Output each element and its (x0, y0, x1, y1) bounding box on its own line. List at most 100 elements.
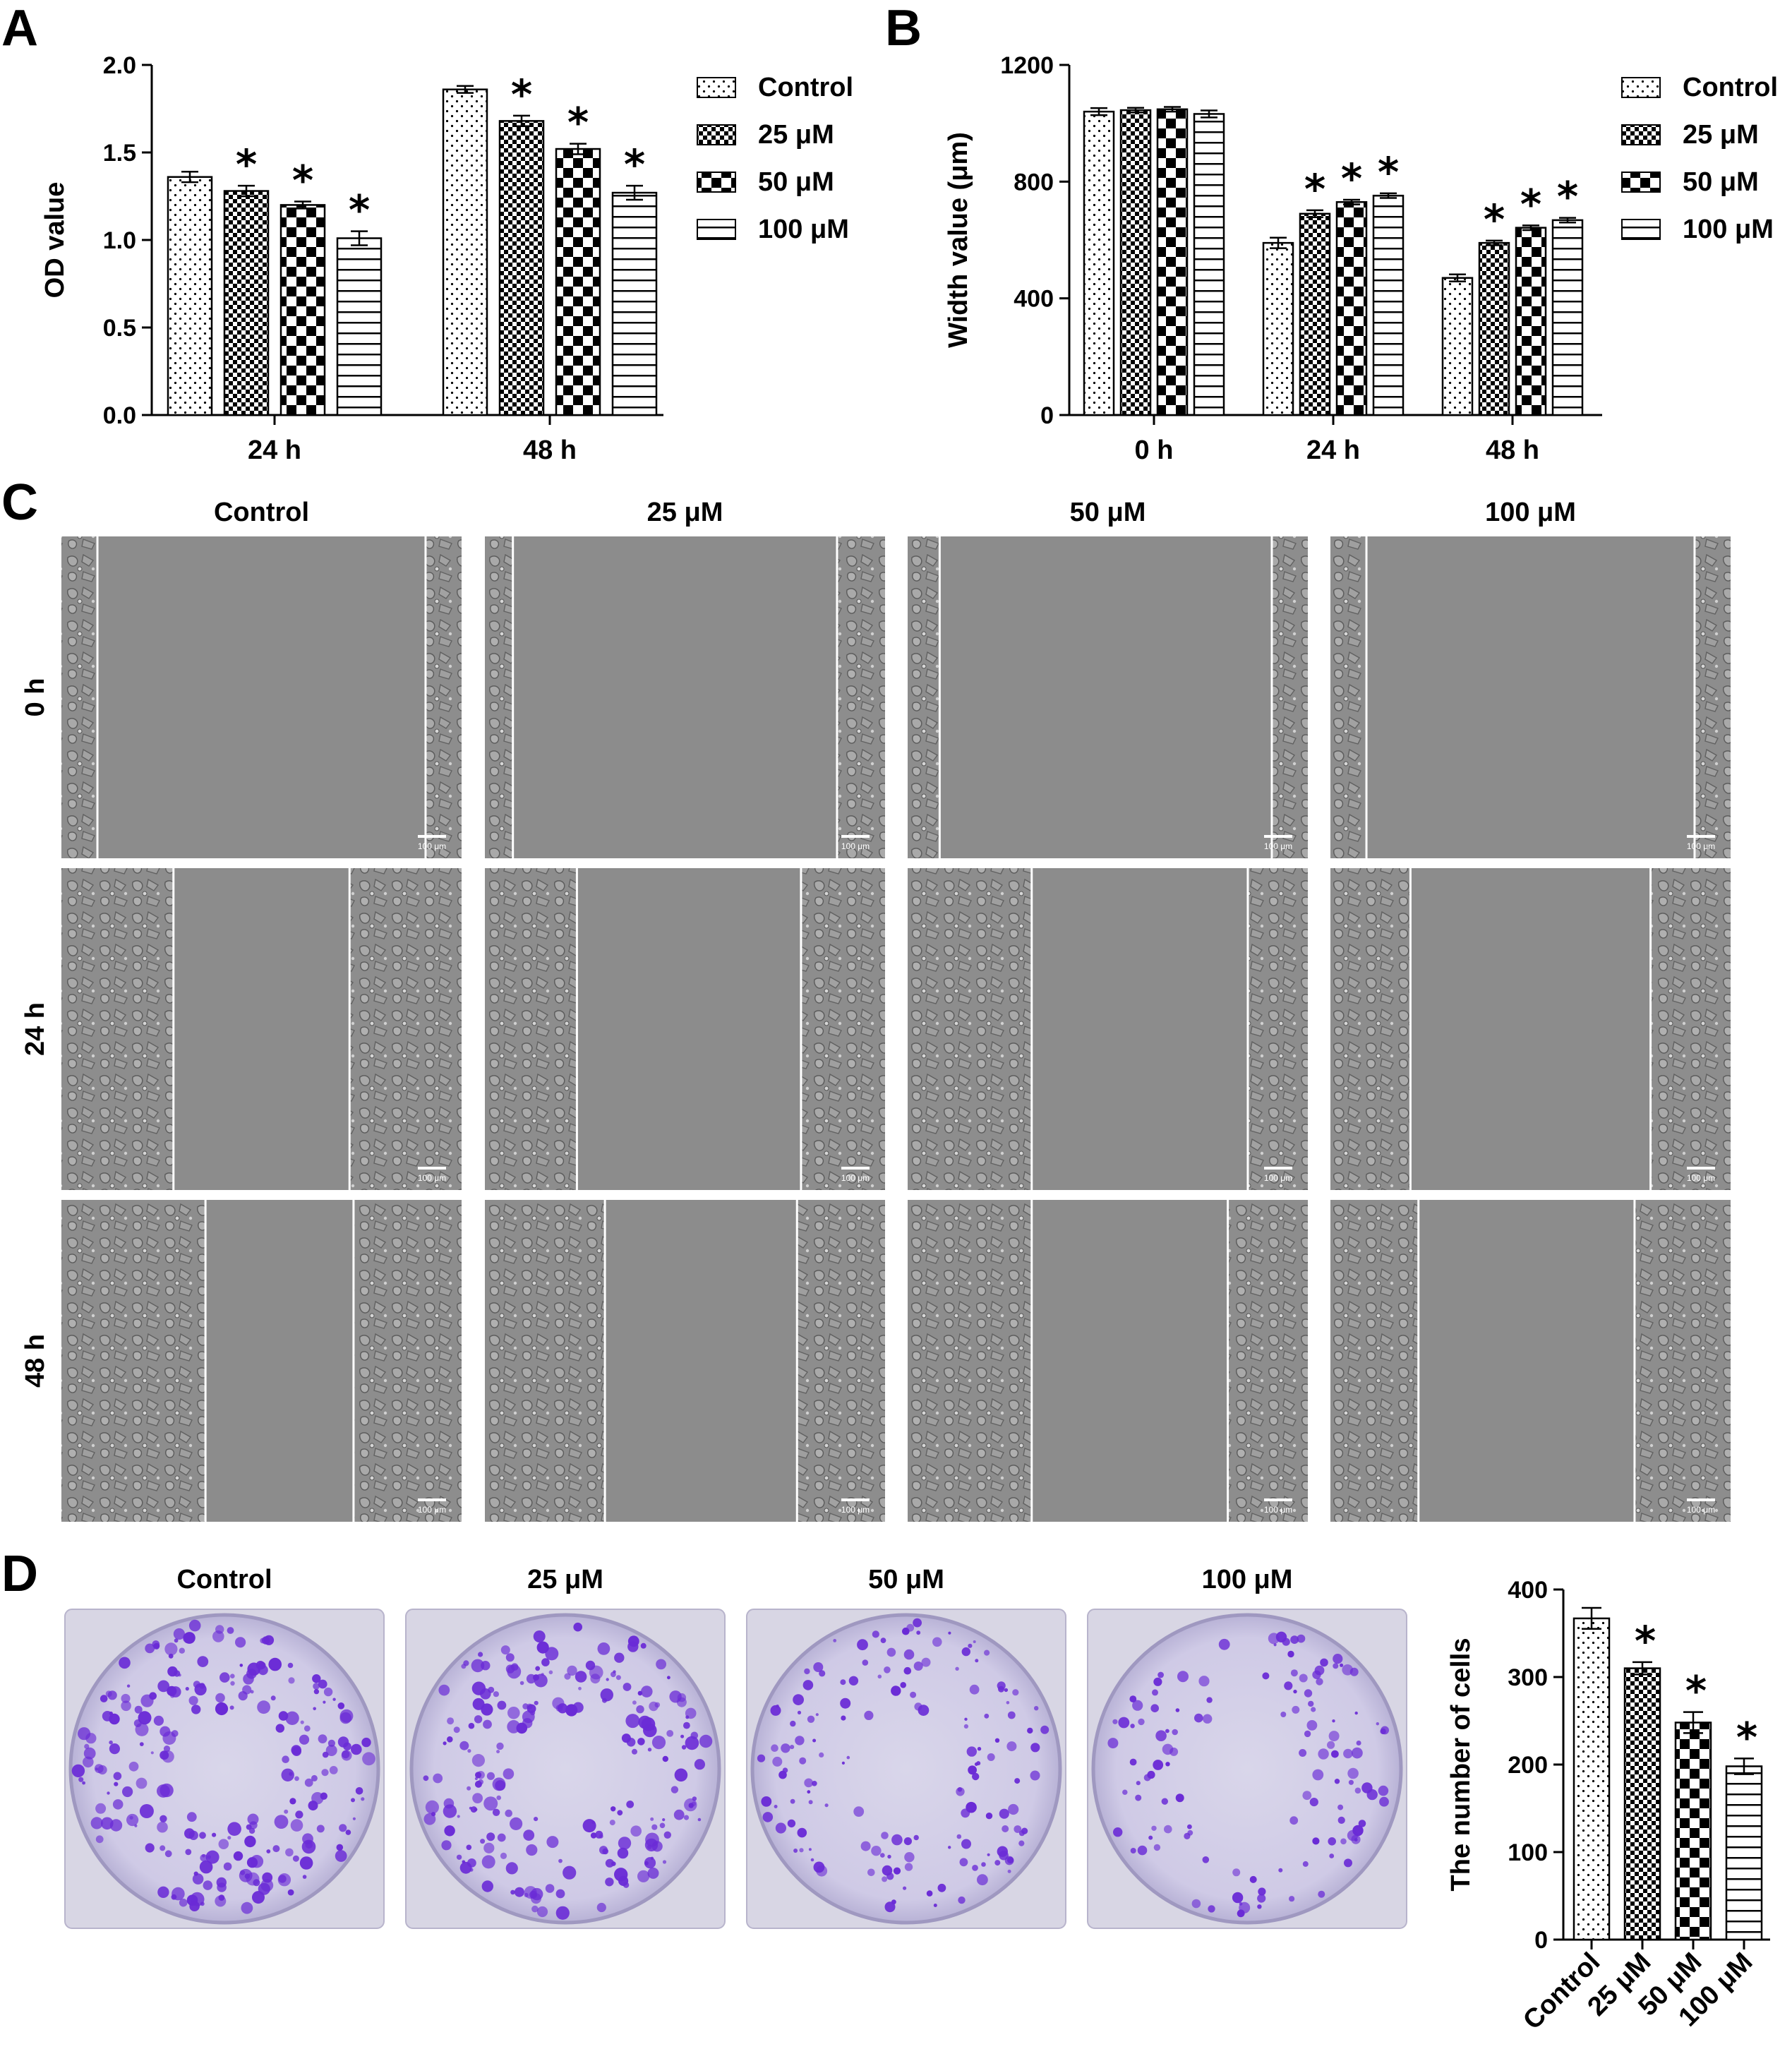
stained-colony (694, 1759, 706, 1770)
chart-a-error-bar (513, 114, 530, 128)
stained-colony (968, 1765, 977, 1775)
stained-colony (1030, 1743, 1040, 1753)
chart-d-bar (1572, 1617, 1611, 1941)
stained-colony (1118, 1717, 1130, 1729)
stained-colony (637, 1738, 645, 1745)
stained-colony (872, 1630, 879, 1638)
stained-colony (534, 1700, 539, 1705)
stained-colony (456, 1854, 462, 1860)
stained-colony (910, 1691, 917, 1698)
stained-colony (316, 1825, 325, 1833)
stained-colony (966, 1746, 978, 1757)
colony-plate (1087, 1609, 1407, 1929)
stained-colony (107, 1690, 117, 1700)
scale-bar (1264, 1167, 1292, 1170)
stained-colony (154, 1642, 160, 1649)
stained-colony (984, 1650, 990, 1656)
chart-b-legend-swatch (1621, 172, 1661, 193)
stained-colony (813, 1662, 824, 1672)
stained-colony (100, 1695, 108, 1702)
stained-colony (227, 1627, 234, 1634)
stained-colony (305, 1841, 313, 1849)
scale-bar-label: 100 μm (1264, 841, 1292, 851)
stained-colony (623, 1683, 632, 1691)
stained-colony (546, 1836, 559, 1849)
chart-a-legend-swatch (697, 172, 736, 193)
stained-colony (433, 1773, 443, 1784)
stained-colony (1293, 1689, 1297, 1694)
chart-b-error-bar (1449, 273, 1466, 282)
chart-b-significance-star: * (1341, 155, 1362, 203)
stained-colony (1282, 1638, 1290, 1646)
plate-dish (1091, 1613, 1403, 1925)
stained-colony (699, 1734, 713, 1748)
stained-colony (481, 1880, 493, 1892)
scale-bar-label: 100 μm (1687, 841, 1715, 851)
stained-colony (1153, 1844, 1161, 1851)
stained-colony (150, 1751, 154, 1755)
stained-colony (804, 1778, 814, 1788)
stained-colony (459, 1741, 469, 1750)
stained-colony (864, 1710, 874, 1720)
chart-a-legend-label: Control (758, 73, 853, 102)
scale-bar (1264, 1498, 1292, 1501)
wound-image: 100 μm (485, 536, 885, 858)
stained-colony (474, 1777, 479, 1781)
stained-colony (220, 1672, 230, 1683)
stained-colony (466, 1844, 472, 1851)
stained-colony (292, 1855, 299, 1862)
stained-colony (1004, 1688, 1009, 1693)
wound-gap (605, 1200, 798, 1522)
wound-gap (512, 536, 837, 858)
stained-colony (281, 1768, 294, 1781)
stained-colony (977, 1874, 988, 1886)
stained-colony (109, 1819, 123, 1832)
chart-a-bar (611, 191, 658, 416)
chart-d-significance-star: * (1685, 1667, 1707, 1715)
panel-letter-b: B (885, 0, 922, 56)
stained-colony (113, 1772, 122, 1781)
scale-bar-label: 100 μm (1264, 1173, 1292, 1183)
chart-b: 0 400 800 1200 Width value (μm) 0 h * * * 24 h * * *… (944, 52, 1778, 465)
chart-d-y-tick-label: 400 (1508, 1577, 1548, 1604)
stained-colony (545, 1884, 555, 1893)
chart-a-y-axis-title: OD value (40, 182, 70, 299)
stained-colony (589, 1665, 603, 1680)
stained-colony (926, 1890, 933, 1897)
stained-colony (771, 1744, 778, 1752)
stained-colony (121, 1700, 131, 1712)
stained-colony (999, 1808, 1009, 1819)
stained-colony (192, 1873, 204, 1885)
stained-colony (1112, 1719, 1118, 1724)
stained-colony (345, 1829, 351, 1835)
stained-colony (295, 1810, 303, 1819)
stained-colony (891, 1834, 903, 1846)
stained-colony (1006, 1701, 1010, 1705)
stained-colony (602, 1848, 608, 1855)
scale-bar-label: 100 μm (841, 1505, 870, 1515)
stained-colony (277, 1873, 291, 1887)
stained-colony (1297, 1634, 1306, 1643)
stained-colony (1333, 1663, 1339, 1669)
stained-colony (1165, 1762, 1170, 1767)
stained-colony (1354, 1838, 1358, 1842)
stained-colony (253, 1879, 260, 1887)
stained-colony (1130, 1724, 1135, 1729)
stained-colony (505, 1653, 515, 1662)
stained-colony (468, 1722, 475, 1729)
stained-colony (212, 1630, 224, 1642)
stained-colony (109, 1743, 120, 1755)
chart-a-y-tick-label: 2.0 (103, 52, 136, 79)
stained-colony (1172, 1729, 1178, 1736)
stained-colony (188, 1695, 198, 1705)
stained-colony (615, 1675, 621, 1681)
stained-colony (609, 1820, 615, 1826)
stained-colony (522, 1710, 535, 1724)
chart-a-x-tick-label: 24 h (248, 435, 301, 465)
stained-colony (336, 1844, 344, 1851)
scale-bar-label: 100 μm (1264, 1505, 1292, 1515)
chart-b-error-bar (1127, 107, 1144, 114)
stained-colony (1122, 1789, 1128, 1795)
stained-colony (162, 1750, 174, 1763)
stained-colony (903, 1837, 912, 1846)
